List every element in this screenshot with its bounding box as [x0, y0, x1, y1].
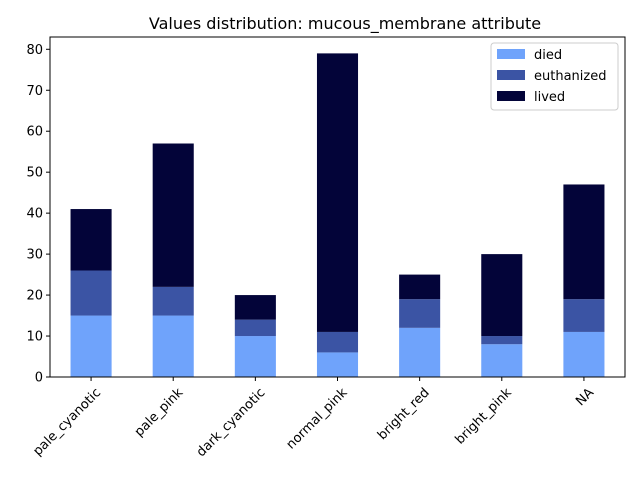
bar-euthanized-normal_pink [316, 331, 359, 353]
x-tick-label-bright_pink: bright_pink [453, 385, 516, 448]
bar-lived-pale_cyanotic [70, 209, 112, 271]
x-tick-label-bright_red: bright_red [375, 385, 433, 443]
y-tick-label: 10 [26, 330, 43, 345]
bar-lived-bright_red [399, 274, 441, 300]
bar-euthanized-bright_pink [481, 336, 523, 345]
legend-label-lived: lived [534, 90, 565, 105]
bar-died-pale_cyanotic [70, 315, 112, 377]
y-tick-label: 80 [26, 43, 43, 58]
bar-lived-NA [563, 184, 605, 300]
x-tick-label-dark_cyanotic: dark_cyanotic [194, 385, 269, 460]
bars-layer [70, 53, 605, 377]
bar-lived-normal_pink [316, 53, 359, 332]
legend-swatch-died [497, 49, 525, 59]
legend-label-died: died [534, 48, 562, 63]
bar-died-pale_pink [152, 315, 194, 377]
y-tick-label: 50 [26, 166, 43, 181]
bar-euthanized-pale_pink [152, 286, 194, 316]
x-tick-label-normal_pink: normal_pink [284, 385, 351, 452]
y-tick-label: 30 [26, 248, 43, 263]
bar-died-NA [563, 331, 605, 377]
bar-died-dark_cyanotic [234, 336, 276, 377]
x-tick-label-NA: NA [573, 385, 597, 409]
bar-euthanized-dark_cyanotic [234, 319, 276, 337]
bar-lived-bright_pink [481, 254, 523, 337]
bar-euthanized-pale_cyanotic [70, 270, 112, 316]
y-tick-label: 20 [26, 289, 43, 304]
legend: died euthanized lived [490, 42, 619, 111]
bar-euthanized-bright_red [399, 299, 441, 328]
y-tick-label: 40 [26, 207, 43, 222]
bar-lived-dark_cyanotic [234, 295, 276, 320]
y-tick-label: 60 [26, 125, 43, 140]
bar-died-bright_pink [481, 344, 523, 377]
bar-died-normal_pink [316, 352, 359, 377]
y-tick-label: 70 [26, 84, 43, 99]
chart-title: Values distribution: mucous_membrane att… [149, 14, 541, 34]
x-tick-label-pale_pink: pale_pink [132, 385, 187, 440]
y-tick-label: 0 [35, 371, 43, 386]
legend-swatch-lived [497, 91, 525, 101]
legend-label-euthanized: euthanized [534, 69, 606, 84]
legend-swatch-euthanized [497, 70, 525, 80]
bar-died-bright_red [399, 327, 441, 377]
x-tick-label-pale_cyanotic: pale_cyanotic [30, 385, 104, 459]
bar-euthanized-NA [563, 299, 605, 332]
bar-lived-pale_pink [152, 143, 194, 287]
